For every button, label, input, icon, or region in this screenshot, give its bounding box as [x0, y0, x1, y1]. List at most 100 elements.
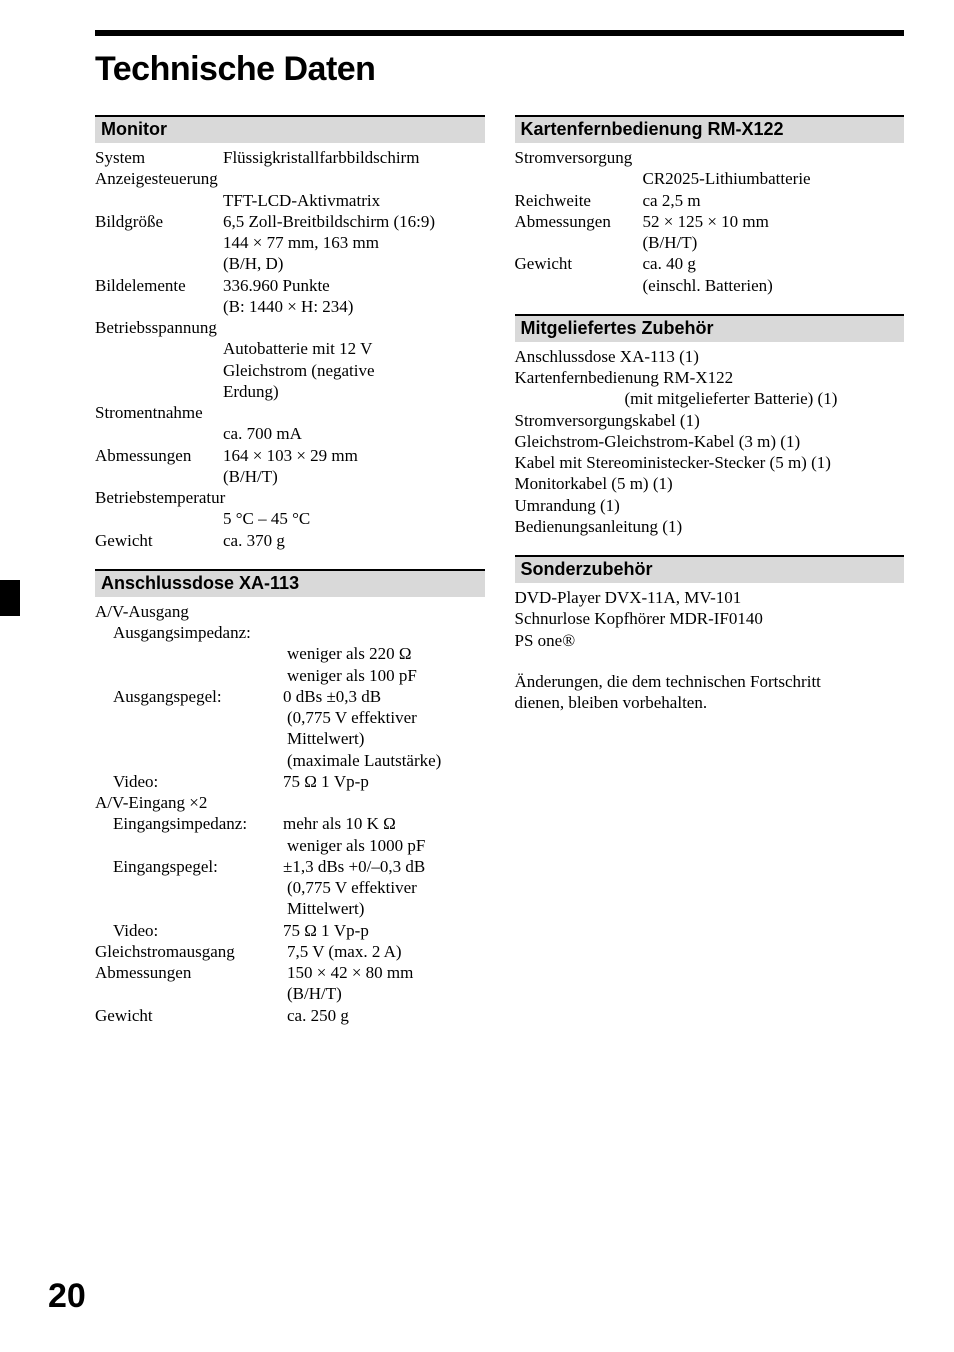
- spec-label: [95, 190, 223, 211]
- spec-value: CR2025-Lithiumbatterie: [643, 168, 905, 189]
- page-number: 20: [48, 1277, 86, 1316]
- spec-value: (0,775 V effektiver: [287, 877, 485, 898]
- spec-value: 0 dBs ±0,3 dB: [283, 686, 485, 707]
- spec-value: 7,5 V (max. 2 A): [287, 941, 485, 962]
- spec-row: (B/H/T): [515, 232, 905, 253]
- spec-value: 164 × 103 × 29 mm: [223, 445, 485, 466]
- spec-label: [95, 728, 287, 749]
- section-head-mitgeliefert: Mitgeliefertes Zubehör: [515, 314, 905, 342]
- spec-row: weniger als 220 Ω: [95, 643, 485, 664]
- list-item: DVD-Player DVX-11A, MV-101: [515, 587, 905, 608]
- spec-label: [95, 665, 287, 686]
- spec-value: (B: 1440 × H: 234): [223, 296, 485, 317]
- spec-row: Reichweite ca 2,5 m: [515, 190, 905, 211]
- spec-label: [95, 232, 223, 253]
- note-text: Änderungen, die dem technischen Fortschr…: [515, 671, 905, 692]
- spec-row: Abmessungen 164 × 103 × 29 mm: [95, 445, 485, 466]
- spec-label: Ausgangspegel:: [113, 686, 283, 707]
- spec-value: (0,775 V effektiver: [287, 707, 485, 728]
- list-item: Monitorkabel (5 m) (1): [515, 473, 905, 494]
- spec-value: ca. 40 g: [643, 253, 905, 274]
- spec-label: Reichweite: [515, 190, 643, 211]
- spec-row: (B: 1440 × H: 234): [95, 296, 485, 317]
- page-title: Technische Daten: [95, 50, 904, 89]
- spec-label: A/V-Ausgang: [95, 601, 485, 622]
- spec-row: Gewicht ca. 40 g: [515, 253, 905, 274]
- spec-row: (B/H/T): [95, 983, 485, 1004]
- spec-label: Bildgröße: [95, 211, 223, 232]
- spec-row: Gewicht ca. 370 g: [95, 530, 485, 551]
- spec-value: 150 × 42 × 80 mm: [287, 962, 485, 983]
- content-columns: Monitor System Flüssigkristallfarbbildsc…: [95, 115, 904, 1026]
- spec-row: Mittelwert): [95, 728, 485, 749]
- spec-label: Ausgangsimpedanz:: [95, 622, 485, 643]
- spec-value: ca. 250 g: [287, 1005, 485, 1026]
- spec-row: Gleichstrom (negative: [95, 360, 485, 381]
- spec-row: Bildgröße 6,5 Zoll-Breitbildschirm (16:9…: [95, 211, 485, 232]
- spec-label: [515, 168, 643, 189]
- spec-row: (0,775 V effektiver: [95, 877, 485, 898]
- spec-row: Gewicht ca. 250 g: [95, 1005, 485, 1026]
- left-column: Monitor System Flüssigkristallfarbbildsc…: [95, 115, 485, 1026]
- list-item: Schnurlose Kopfhörer MDR-IF0140: [515, 608, 905, 629]
- spec-row: Bildelemente 336.960 Punkte: [95, 275, 485, 296]
- spec-label: [95, 707, 287, 728]
- right-column: Kartenfernbedienung RM-X122 Stromversorg…: [515, 115, 905, 1026]
- spec-row: Erdung): [95, 381, 485, 402]
- spec-row: Mittelwert): [95, 898, 485, 919]
- spec-label: [95, 643, 287, 664]
- spec-label: Video:: [113, 771, 283, 792]
- spec-label: [95, 508, 223, 529]
- spec-value: (einschl. Batterien): [643, 275, 905, 296]
- list-item: Gleichstrom-Gleichstrom-Kabel (3 m) (1): [515, 431, 905, 452]
- list-item: (mit mitgelieferter Batterie) (1): [515, 388, 905, 409]
- spec-row: weniger als 1000 pF: [95, 835, 485, 856]
- spec-value: 336.960 Punkte: [223, 275, 485, 296]
- spec-row: (0,775 V effektiver: [95, 707, 485, 728]
- spec-row: TFT-LCD-Aktivmatrix: [95, 190, 485, 211]
- spec-row: Video: 75 Ω 1 Vp-p: [95, 771, 485, 792]
- side-tab-marker: [0, 580, 20, 616]
- spec-label: A/V-Eingang ×2: [95, 792, 485, 813]
- spec-label: [95, 360, 223, 381]
- spec-label: [515, 275, 643, 296]
- spec-label: [95, 253, 223, 274]
- spec-row: (B/H, D): [95, 253, 485, 274]
- spec-label: Video:: [113, 920, 283, 941]
- spec-label: [95, 381, 223, 402]
- spec-row: (einschl. Batterien): [515, 275, 905, 296]
- spec-row: CR2025-Lithiumbatterie: [515, 168, 905, 189]
- spec-label: Anzeigesteuerung: [95, 168, 485, 189]
- spec-row: Abmessungen 150 × 42 × 80 mm: [95, 962, 485, 983]
- spec-row: (maximale Lautstärke): [95, 750, 485, 771]
- spec-row: Gleichstromausgang 7,5 V (max. 2 A): [95, 941, 485, 962]
- spec-row: 5 °C – 45 °C: [95, 508, 485, 529]
- spec-label: Gewicht: [95, 1005, 287, 1026]
- list-item: Kabel mit Stereoministecker-Stecker (5 m…: [515, 452, 905, 473]
- spec-value: mehr als 10 K Ω: [283, 813, 485, 834]
- spec-value: (maximale Lautstärke): [287, 750, 485, 771]
- spec-label: Stromentnahme: [95, 402, 485, 423]
- spec-label: Abmessungen: [515, 211, 643, 232]
- spec-value: (B/H/T): [287, 983, 485, 1004]
- spec-value: 75 Ω 1 Vp-p: [283, 920, 485, 941]
- spec-value: ca. 370 g: [223, 530, 485, 551]
- list-item: Anschlussdose XA-113 (1): [515, 346, 905, 367]
- spec-label: Bildelemente: [95, 275, 223, 296]
- spec-value: weniger als 220 Ω: [287, 643, 485, 664]
- spec-label: [95, 835, 287, 856]
- spec-label: Betriebstemperatur: [95, 487, 485, 508]
- list-item: Umrandung (1): [515, 495, 905, 516]
- spec-value: TFT-LCD-Aktivmatrix: [223, 190, 485, 211]
- spec-row: Video: 75 Ω 1 Vp-p: [95, 920, 485, 941]
- spec-value: (B/H/T): [223, 466, 485, 487]
- spec-value: ±1,3 dBs +0/–0,3 dB: [283, 856, 485, 877]
- spec-label: Stromversorgung: [515, 147, 905, 168]
- spec-label: [515, 232, 643, 253]
- spec-row: ca. 700 mA: [95, 423, 485, 444]
- spec-value: (B/H/T): [643, 232, 905, 253]
- spec-label: Gewicht: [515, 253, 643, 274]
- spec-value: weniger als 100 pF: [287, 665, 485, 686]
- section-head-karten: Kartenfernbedienung RM-X122: [515, 115, 905, 143]
- spec-row: Eingangsimpedanz: mehr als 10 K Ω: [95, 813, 485, 834]
